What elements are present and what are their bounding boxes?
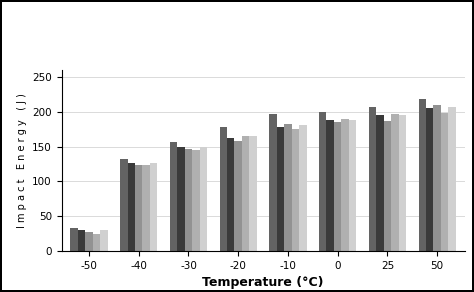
Bar [242, 136, 249, 251]
Bar [93, 234, 100, 251]
Bar [120, 159, 128, 251]
Bar [383, 121, 391, 251]
Bar [177, 147, 185, 251]
Bar [227, 138, 235, 251]
Bar [135, 165, 143, 251]
Bar [100, 230, 108, 251]
Bar [369, 107, 376, 251]
Bar [284, 124, 292, 251]
Bar [441, 113, 448, 251]
Bar [448, 107, 456, 251]
Bar [200, 147, 207, 251]
Bar [426, 108, 433, 251]
Bar [170, 142, 177, 251]
Bar [299, 125, 307, 251]
Bar [319, 112, 327, 251]
Bar [70, 228, 78, 251]
Bar [376, 115, 383, 251]
Bar [192, 150, 200, 251]
Bar [292, 129, 299, 251]
Bar [277, 127, 284, 251]
Bar [334, 121, 341, 251]
Bar [235, 141, 242, 251]
X-axis label: Temperature (°C): Temperature (°C) [202, 277, 324, 289]
Bar [391, 114, 399, 251]
Bar [128, 164, 135, 251]
Bar [327, 120, 334, 251]
Bar [143, 166, 150, 251]
Bar [185, 149, 192, 251]
Bar [341, 119, 349, 251]
Bar [78, 230, 85, 251]
Bar [249, 136, 257, 251]
Bar [399, 115, 406, 251]
Bar [219, 127, 227, 251]
Bar [433, 105, 441, 251]
Bar [269, 114, 277, 251]
Y-axis label: I m p a c t   E n e r g y   ( J ): I m p a c t E n e r g y ( J ) [17, 93, 27, 228]
Bar [349, 120, 356, 251]
Bar [419, 99, 426, 251]
Bar [85, 232, 93, 251]
Bar [150, 164, 157, 251]
